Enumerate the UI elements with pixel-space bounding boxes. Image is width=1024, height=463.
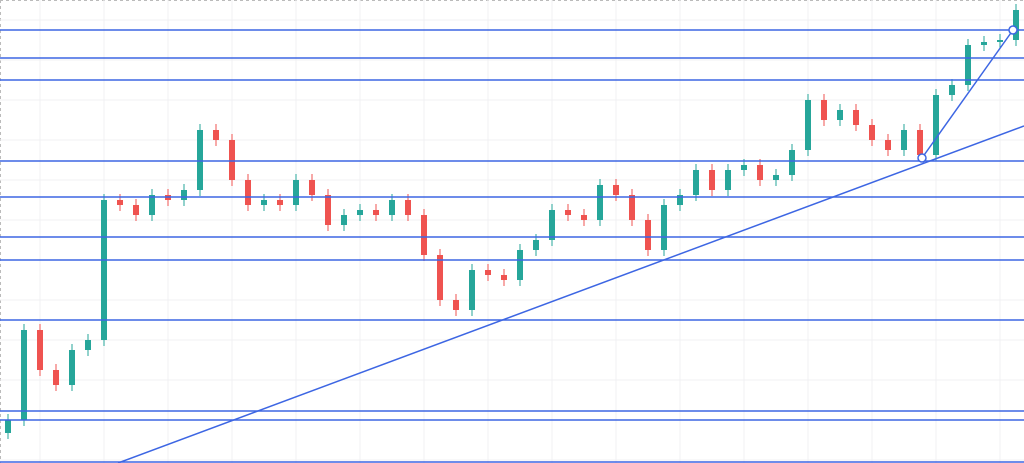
candle-body [133,205,139,215]
candle-body [213,130,219,140]
candle-body [309,180,315,195]
candle-body [901,130,907,150]
candle-body [949,85,955,95]
candle-body [933,95,939,155]
candle-body [37,330,43,370]
candle-body [741,165,747,170]
trend-handle [1008,25,1018,35]
candle-body [181,190,187,200]
candle-body [549,210,555,240]
candle-body [821,100,827,120]
candle-body [5,420,11,433]
candle-body [389,200,395,215]
candle-body [789,150,795,175]
candle-body [485,270,491,275]
candle-body [613,185,619,195]
candle-body [277,200,283,205]
candle-body [1013,10,1019,40]
candle-body [229,140,235,180]
candle-body [325,195,331,225]
candle-body [661,205,667,250]
candle-body [293,180,299,205]
candle-body [117,200,123,205]
candle-body [629,195,635,220]
candle-body [101,200,107,340]
candle-body [645,220,651,250]
candle-body [437,255,443,300]
candle-body [869,125,875,140]
candle-body [341,215,347,225]
candle-body [53,370,59,385]
candle-body [21,330,27,420]
candle-body [405,200,411,215]
candle-body [885,140,891,150]
candle-body [69,350,75,385]
candle-body [997,40,1003,42]
candle-body [757,165,763,180]
candle-body [261,200,267,205]
candle-body [453,300,459,310]
candle-body [693,170,699,195]
candle-body [597,185,603,220]
candle-body [533,240,539,250]
candle-body [357,210,363,215]
candle-body [245,180,251,205]
trend-line [921,29,1014,159]
candle-body [85,340,91,350]
candle-body [677,195,683,205]
candle-body [709,170,715,190]
candle-body [565,210,571,215]
candle-body [981,42,987,45]
candle-body [421,215,427,255]
candle-body [373,210,379,215]
candle-body [725,170,731,190]
candle-body [581,215,587,220]
candle-body [501,275,507,280]
trend-line [117,125,1024,463]
trend-handle [917,153,927,163]
candle-body [837,110,843,120]
candle-body [469,270,475,310]
candle-body [965,45,971,85]
candle-body [853,110,859,125]
candle-body [773,175,779,180]
candle-body [197,130,203,190]
candle-body [149,195,155,215]
candle-body [917,130,923,155]
candle-body [517,250,523,280]
candle-body [805,100,811,150]
